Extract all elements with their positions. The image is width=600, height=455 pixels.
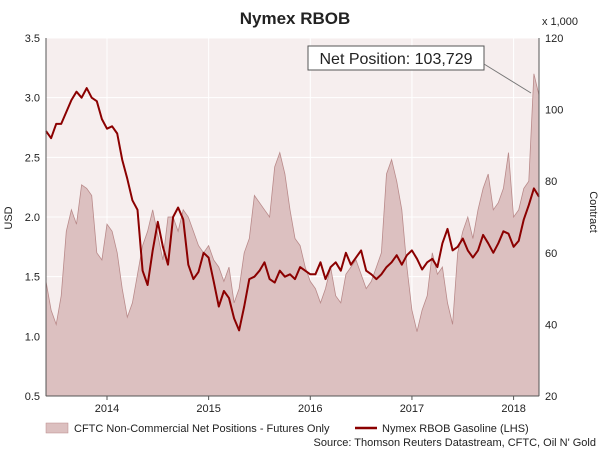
left-tick-label: 3.0 — [25, 93, 40, 105]
chart-title: Nymex RBOB — [240, 9, 351, 28]
x-tick-label: 2015 — [196, 403, 220, 415]
annotation-layer: Net Position: 103,729 — [307, 45, 532, 94]
legend-label-area: CFTC Non-Commercial Net Positions - Futu… — [74, 423, 330, 435]
left-tick-label: 2.5 — [25, 152, 40, 164]
annotation-box — [307, 45, 485, 71]
left-tick-label: 2.0 — [25, 212, 40, 224]
right-tick-label: 60 — [545, 248, 557, 260]
annotation-leader — [483, 63, 532, 94]
left-tick-label: 1.0 — [25, 331, 40, 343]
right-tick-label: 20 — [545, 391, 557, 403]
right-tick-label: 100 — [545, 105, 563, 117]
source-note: Source: Thomson Reuters Datastream, CFTC… — [314, 437, 597, 449]
right-axis-multiplier: x 1,000 — [542, 16, 578, 28]
legend: CFTC Non-Commercial Net Positions - Futu… — [45, 422, 529, 435]
left-tick-label: 0.5 — [25, 391, 40, 403]
series-rbob-price-line — [45, 87, 540, 332]
x-tick-label: 2014 — [95, 403, 119, 415]
plot-layer: 3.5 3.0 2.5 2.0 1.5 1.0 0.5 120 100 80 60 40 20 2014 2… — [25, 33, 564, 415]
x-tick-label: 2016 — [298, 403, 322, 415]
legend-label-line: Nymex RBOB Gasoline (LHS) — [382, 423, 529, 435]
right-tick-label: 80 — [545, 176, 557, 188]
series-net-positions-area — [45, 73, 540, 397]
right-tick-label: 40 — [545, 319, 557, 331]
right-axis-label: Contract — [587, 191, 599, 233]
left-tick-label: 3.5 — [25, 33, 40, 45]
annotation-text: Net Position: 103,729 — [320, 51, 473, 68]
right-tick-label: 120 — [545, 33, 563, 45]
x-tick-label: 2018 — [501, 403, 525, 415]
legend-swatch-area — [45, 422, 69, 434]
left-tick-label: 1.5 — [25, 272, 40, 284]
x-tick-label: 2017 — [400, 403, 424, 415]
left-axis-label: USD — [3, 206, 15, 229]
